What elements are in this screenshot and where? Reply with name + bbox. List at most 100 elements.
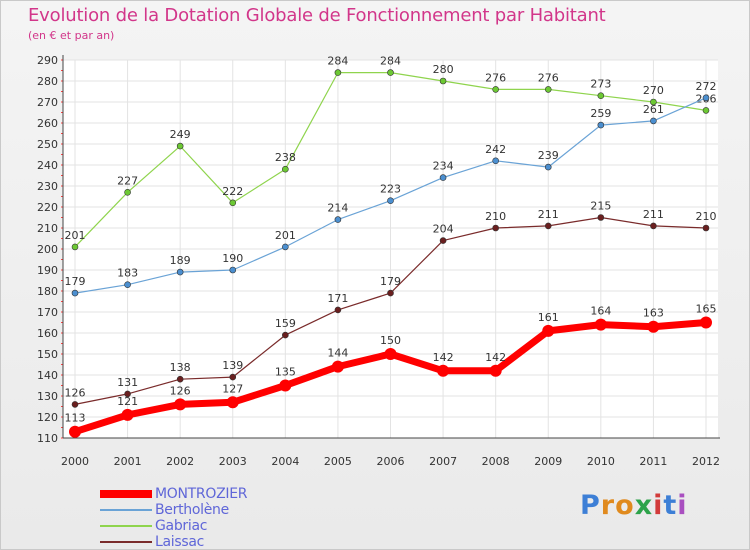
data-point bbox=[334, 69, 342, 76]
data-label: 201 bbox=[275, 229, 296, 242]
data-point bbox=[597, 92, 605, 99]
data-point bbox=[492, 86, 499, 93]
legend-swatch bbox=[100, 525, 152, 527]
data-label: 139 bbox=[222, 359, 243, 372]
data-label: 227 bbox=[117, 174, 138, 187]
data-label: 127 bbox=[222, 382, 243, 395]
data-label: 284 bbox=[380, 55, 401, 68]
data-point bbox=[121, 408, 134, 421]
chart-subtitle: (en € et par an) bbox=[28, 29, 115, 42]
data-label: 142 bbox=[433, 351, 454, 364]
data-point bbox=[124, 189, 131, 196]
data-point bbox=[439, 77, 447, 85]
data-point bbox=[282, 243, 289, 251]
data-point bbox=[279, 379, 292, 392]
legend-label: Laissac bbox=[155, 534, 205, 550]
data-point bbox=[594, 318, 607, 331]
y-tick-label: 230 bbox=[37, 180, 58, 193]
y-tick-label: 170 bbox=[37, 306, 58, 319]
data-label: 163 bbox=[643, 307, 664, 320]
data-label: 121 bbox=[117, 395, 138, 408]
x-tick-label: 2010 bbox=[587, 455, 615, 468]
data-point bbox=[71, 401, 79, 408]
data-point bbox=[229, 199, 237, 207]
data-point bbox=[650, 222, 657, 230]
y-tick-label: 280 bbox=[37, 75, 58, 88]
data-label: 259 bbox=[590, 107, 611, 120]
data-label: 113 bbox=[65, 412, 86, 425]
data-point bbox=[544, 86, 552, 93]
line-chart: 110 120 130 140 150 160 170 180 190 200 210 220 230 2… bbox=[37, 54, 720, 468]
data-point bbox=[387, 289, 394, 297]
data-point bbox=[229, 266, 237, 274]
data-label: 138 bbox=[170, 361, 191, 374]
data-point bbox=[702, 224, 710, 232]
data-point bbox=[700, 316, 712, 329]
data-label: 210 bbox=[485, 210, 506, 223]
data-point bbox=[334, 216, 342, 223]
data-label: 189 bbox=[170, 254, 191, 267]
data-label: 131 bbox=[117, 376, 138, 389]
data-label: 179 bbox=[380, 275, 401, 288]
data-label: 142 bbox=[485, 351, 506, 364]
x-tick-label: 2002 bbox=[166, 455, 194, 468]
data-point bbox=[71, 243, 79, 251]
data-label: 276 bbox=[485, 71, 506, 84]
data-point bbox=[597, 121, 605, 129]
data-point bbox=[282, 165, 289, 173]
x-tick-label: 2008 bbox=[482, 455, 510, 468]
data-label: 150 bbox=[380, 334, 401, 347]
data-point bbox=[647, 320, 660, 333]
x-tick-label: 2011 bbox=[639, 455, 667, 468]
data-label: 126 bbox=[65, 386, 86, 399]
chart-title: Evolution de la Dotation Globale de Fonc… bbox=[28, 5, 606, 26]
data-point bbox=[69, 425, 81, 438]
data-point bbox=[334, 306, 342, 314]
data-point bbox=[544, 163, 552, 171]
data-label: 171 bbox=[327, 292, 348, 305]
data-label: 211 bbox=[538, 208, 559, 221]
data-label: 135 bbox=[275, 366, 296, 379]
y-tick-label: 160 bbox=[37, 327, 58, 340]
data-point bbox=[597, 214, 605, 221]
y-tick-label: 110 bbox=[37, 432, 58, 445]
legend-label: MONTROZIER bbox=[155, 486, 248, 502]
data-label: 249 bbox=[170, 128, 191, 141]
legend-label: Gabriac bbox=[155, 518, 208, 534]
x-tick-label: 2004 bbox=[271, 455, 299, 468]
data-point bbox=[384, 348, 397, 360]
y-tick-label: 120 bbox=[37, 411, 58, 424]
data-label: 273 bbox=[590, 78, 611, 91]
logo-letter: x bbox=[634, 490, 654, 521]
data-point bbox=[492, 224, 499, 232]
x-tick-label: 2007 bbox=[429, 455, 457, 468]
logo-letter: t bbox=[663, 490, 678, 521]
data-label: 270 bbox=[643, 84, 664, 97]
data-point bbox=[489, 364, 502, 377]
data-label: 126 bbox=[170, 384, 191, 397]
data-label: 239 bbox=[538, 149, 559, 162]
legend-swatch bbox=[100, 541, 152, 543]
logo-letter: i bbox=[677, 490, 688, 521]
data-point bbox=[542, 324, 555, 337]
data-label: 164 bbox=[590, 305, 611, 318]
x-tick-label: 2001 bbox=[114, 455, 142, 468]
data-label: 214 bbox=[327, 202, 348, 215]
data-point bbox=[229, 373, 237, 381]
y-tick-label: 130 bbox=[37, 390, 58, 403]
data-point bbox=[282, 331, 289, 339]
legend-label: Bertholène bbox=[155, 502, 229, 518]
y-tick-label: 210 bbox=[37, 222, 58, 235]
data-label: 159 bbox=[275, 317, 296, 330]
data-label: 161 bbox=[538, 311, 559, 324]
data-point bbox=[176, 375, 184, 383]
y-tick-label: 140 bbox=[37, 369, 58, 382]
data-point bbox=[331, 360, 344, 373]
data-point bbox=[124, 281, 131, 289]
x-tick-label: 2012 bbox=[692, 455, 720, 468]
x-tick-label: 2005 bbox=[324, 455, 352, 468]
data-point bbox=[650, 117, 657, 125]
data-point bbox=[702, 94, 710, 102]
data-point bbox=[650, 98, 657, 106]
y-tick-label: 220 bbox=[37, 201, 58, 214]
